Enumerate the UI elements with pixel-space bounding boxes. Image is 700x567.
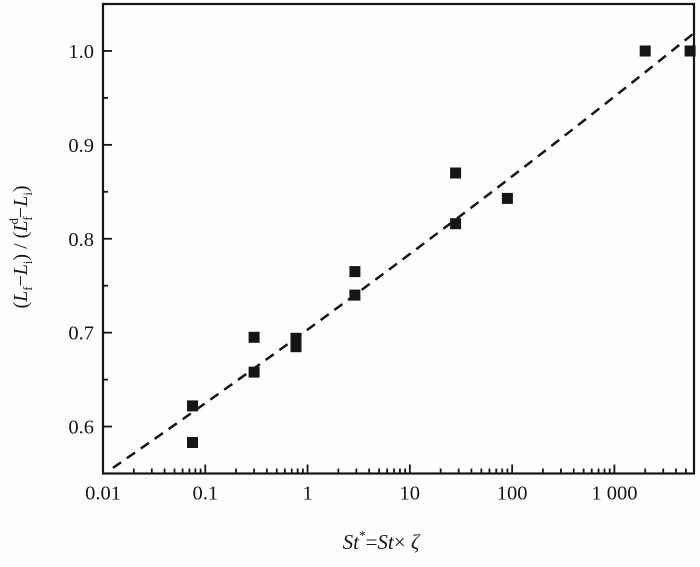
data-point-square	[187, 400, 198, 412]
data-point-square	[349, 266, 361, 278]
data-point-square	[684, 45, 696, 57]
y-axis-title: (Lf−Li) / (Lfd−Li)	[7, 186, 35, 309]
plot-border	[101, 2, 696, 475]
x-tick-label: 0.01	[85, 483, 121, 505]
data-point-square	[639, 45, 651, 57]
data-point-square	[290, 332, 302, 344]
y-tick-label: 0.9	[68, 135, 94, 157]
y-tick-label: 0.6	[68, 417, 94, 439]
x-axis-title: St*=St× ζ	[343, 528, 421, 554]
data-point-square	[450, 167, 462, 179]
x-tick-label: 100	[497, 483, 528, 505]
y-tick-label: 1.0	[68, 41, 94, 63]
data-point-square	[349, 289, 361, 301]
y-tick-label: 0.7	[68, 323, 94, 345]
data-point-square	[290, 341, 302, 353]
data-point-square	[501, 192, 513, 204]
y-tick-label: 0.8	[68, 229, 94, 251]
x-tick-label: 1	[302, 483, 312, 505]
trendline-dashed	[112, 32, 695, 469]
data-point-square	[450, 218, 462, 230]
data-point-square	[248, 331, 260, 343]
y-axis-ticks	[103, 50, 112, 428]
data-point-square	[187, 437, 198, 448]
x-tick-label: 1 000	[591, 483, 637, 505]
data-point-square	[248, 366, 260, 378]
x-tick-label: 0.1	[192, 483, 218, 505]
x-axis-ticks	[132, 464, 687, 474]
data-points	[187, 45, 696, 448]
x-tick-label: 10	[400, 483, 421, 505]
